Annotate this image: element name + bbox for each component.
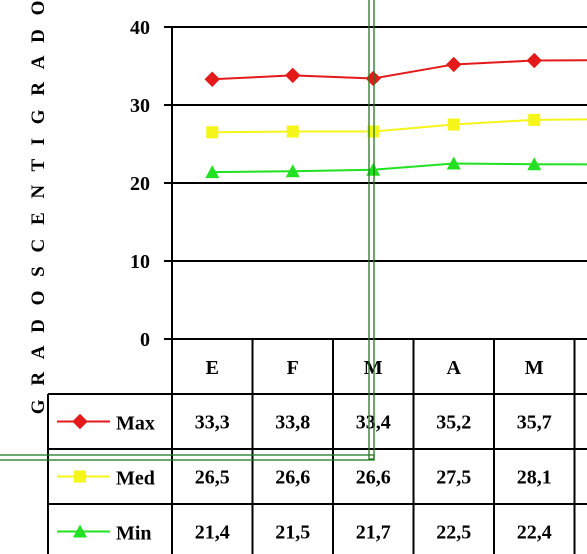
y-tick-label: 20 [130,173,150,195]
series-line-max [212,59,587,81]
data-label-med: 27,5 [436,467,471,489]
data-label-max: 33,8 [275,412,310,434]
data-point-min [285,164,300,178]
data-point-min [446,156,461,170]
data-point-med [286,125,299,138]
series-name-max: Max [116,413,155,435]
data-point-med [447,118,460,131]
overlay-vertical-line [368,0,375,460]
data-label-min: 21,4 [195,522,230,544]
y-tick-label: 0 [140,329,150,351]
data-label-min: 22,5 [436,522,471,544]
data-point-med [206,126,219,139]
y-tick-label: 40 [130,17,150,39]
data-label-min: 21,5 [275,522,310,544]
data-point-max [204,71,220,87]
y-axis-label: G R A D O S C E N T I G R A D O S [28,0,49,414]
data-point-max [446,56,462,73]
data-point-min [366,162,381,176]
data-point-med [528,113,541,126]
data-label-med: 26,6 [356,467,391,489]
series-line-med [212,118,587,134]
category-label: F [287,357,299,379]
data-label-med: 28,1 [517,467,552,489]
data-label-max: 35,7 [517,412,552,434]
data-label-max: 35,2 [436,412,471,434]
data-label-med: 26,5 [195,467,230,489]
series-line-min [212,162,587,174]
data-label-med: 26,6 [275,467,310,489]
category-label: M [525,357,544,379]
selection-overlay [0,0,375,461]
data-point-max [526,52,542,69]
data-label-min: 21,7 [356,522,391,544]
overlay-horizontal-line [0,454,375,461]
data-point-med [367,125,380,138]
data-point-min [527,157,542,171]
legend-marker-max [72,413,88,430]
legend-marker-med [74,470,86,483]
category-label: A [447,357,462,379]
data-point-min [205,165,220,179]
plot-area: 0 10 20 30 40 [130,17,587,351]
category-label: E [206,357,219,379]
data-label-max: 33,3 [195,412,230,434]
series-name-min: Min [116,523,152,545]
y-tick-label: 10 [130,251,150,273]
series-name-med: Med [116,468,155,490]
data-label-max: 33,4 [356,412,391,434]
data-point-max [285,67,301,84]
y-tick-label: 30 [130,95,150,117]
legend-marker-min [73,524,87,538]
data-table: E F M A M Max 33,3 33,8 33,4 35,2 35,7 Med 26,5 26,6 2… [47,338,587,554]
data-label-min: 22,4 [517,522,552,544]
category-label: M [364,357,383,379]
